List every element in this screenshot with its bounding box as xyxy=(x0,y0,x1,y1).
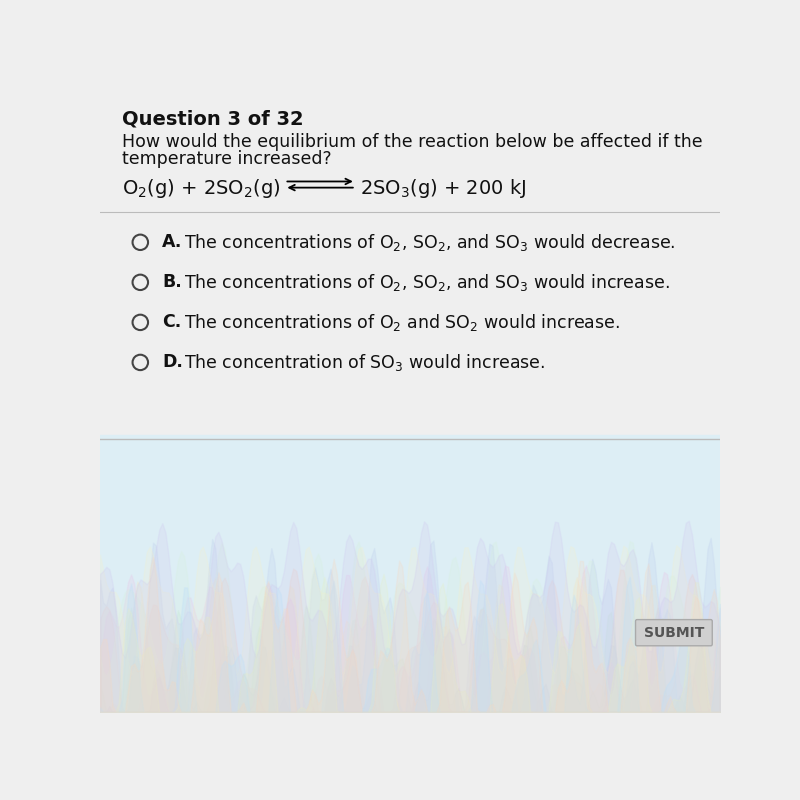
Text: The concentrations of O$_2$, SO$_2$, and SO$_3$ would increase.: The concentrations of O$_2$, SO$_2$, and… xyxy=(184,272,670,293)
Text: Question 3 of 32: Question 3 of 32 xyxy=(122,109,303,128)
Text: The concentrations of O$_2$ and SO$_2$ would increase.: The concentrations of O$_2$ and SO$_2$ w… xyxy=(184,312,620,333)
Text: 2SO$_3$(g) + 200 kJ: 2SO$_3$(g) + 200 kJ xyxy=(360,177,526,200)
Text: The concentrations of O$_2$, SO$_2$, and SO$_3$ would decrease.: The concentrations of O$_2$, SO$_2$, and… xyxy=(184,232,675,253)
FancyBboxPatch shape xyxy=(635,619,712,646)
Text: A.: A. xyxy=(162,234,182,251)
Text: SUBMIT: SUBMIT xyxy=(644,626,704,640)
Text: How would the equilibrium of the reaction below be affected if the: How would the equilibrium of the reactio… xyxy=(122,133,702,151)
Text: The concentration of SO$_3$ would increase.: The concentration of SO$_3$ would increa… xyxy=(184,352,545,373)
Bar xyxy=(100,435,720,712)
Text: C.: C. xyxy=(162,314,182,331)
Text: D.: D. xyxy=(162,354,183,371)
Text: B.: B. xyxy=(162,274,182,291)
Text: O$_2$(g) + 2SO$_2$(g): O$_2$(g) + 2SO$_2$(g) xyxy=(122,177,280,200)
Bar xyxy=(100,96,720,438)
Text: temperature increased?: temperature increased? xyxy=(122,150,331,168)
